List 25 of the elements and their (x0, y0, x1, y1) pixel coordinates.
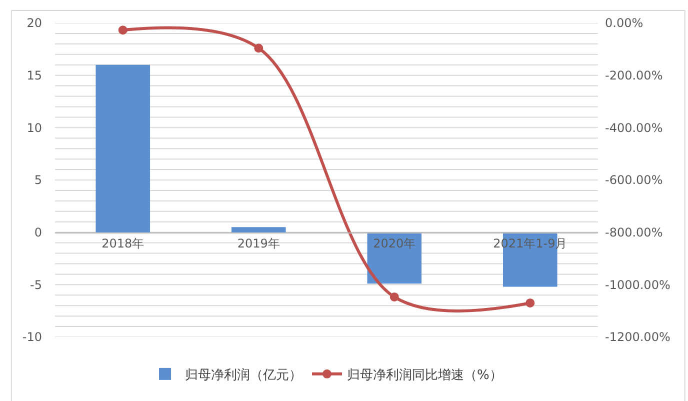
y-tick-label: 10 (26, 120, 42, 135)
x-tick-label: 2019年 (237, 236, 280, 251)
point (254, 44, 264, 53)
y-tick-label: 15 (26, 68, 42, 83)
y2-tick-label: -200.00% (605, 68, 663, 83)
y2-tick-label: -800.00% (605, 226, 663, 240)
legend-label: 归母净利润同比增速（%） (347, 368, 502, 383)
y2-tick-label: -400.00% (605, 120, 663, 135)
point (390, 292, 399, 302)
x-tick-label: 2020年 (373, 236, 416, 251)
legend-label: 归母净利润（亿元） (185, 368, 302, 383)
y2-tick-label: -1200.00% (605, 330, 670, 344)
y2-tick-label: -1000.00% (605, 278, 670, 292)
bar (231, 227, 286, 232)
x-tick-label: 2018年 (102, 236, 144, 251)
bar (96, 64, 150, 232)
y-tick-label: -5 (30, 278, 42, 292)
point (118, 26, 128, 35)
y-tick-label: 20 (26, 16, 42, 30)
y-tick-label: 5 (34, 173, 42, 188)
y2-tick-label: 0.00% (605, 16, 644, 30)
y2-tick-label: -600.00% (605, 173, 663, 188)
y-tick-label: 0 (34, 226, 42, 240)
point (526, 298, 535, 308)
y-tick-label: -10 (22, 330, 42, 344)
